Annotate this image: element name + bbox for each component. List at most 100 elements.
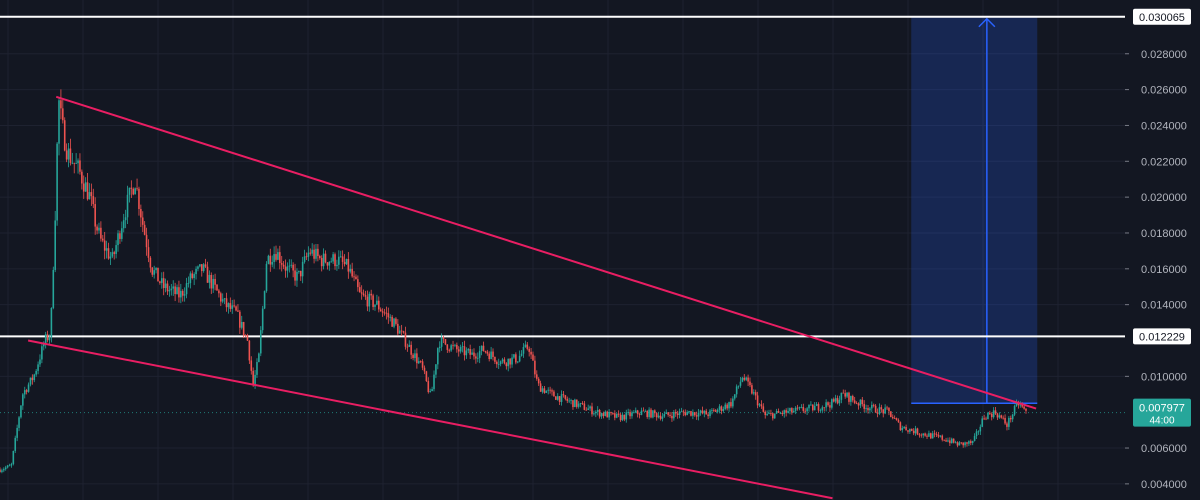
candle-body	[785, 410, 787, 413]
candle-body	[237, 310, 239, 312]
candle-body	[922, 433, 925, 436]
long-position-tool[interactable]	[911, 16, 1038, 404]
candle-body	[298, 270, 300, 272]
candle-body	[678, 411, 681, 415]
horizontal-levels[interactable]	[0, 15, 1125, 414]
candle-body	[132, 188, 135, 195]
candle-body	[265, 263, 268, 292]
candle-body	[200, 264, 203, 272]
candle-body	[94, 204, 96, 227]
candle-body	[136, 188, 138, 190]
candle-body	[250, 360, 253, 371]
candle-body	[619, 414, 622, 421]
candle-body	[311, 249, 313, 254]
candle-body	[505, 363, 508, 367]
candle-body	[379, 309, 382, 312]
candle-body	[105, 248, 108, 251]
candle-body	[602, 413, 605, 416]
candle-body	[817, 404, 820, 411]
candle-body	[221, 299, 224, 302]
candle-body	[126, 194, 129, 218]
candle-body	[6, 465, 9, 468]
candle-body	[555, 396, 557, 400]
level-price-label: 0.030065	[1139, 12, 1185, 24]
candle-body	[220, 293, 222, 302]
candle-body	[42, 344, 45, 347]
candle-body	[22, 394, 24, 406]
candle-body	[166, 283, 169, 292]
candle-body	[770, 413, 772, 414]
candle-body	[111, 252, 114, 257]
candle-body	[792, 410, 795, 413]
long-position-profit-zone[interactable]	[911, 16, 1038, 404]
candle-body	[288, 265, 291, 267]
candle-body	[848, 392, 850, 402]
candle-body	[452, 345, 454, 347]
candle-body	[58, 100, 60, 144]
candle-body	[950, 438, 953, 444]
candle-body	[437, 348, 439, 365]
candle-body	[3, 469, 5, 471]
candle-body	[758, 404, 761, 406]
candle-body	[1021, 404, 1023, 407]
candle-body	[964, 442, 966, 446]
candle-body	[37, 364, 39, 371]
candle-body	[282, 264, 285, 267]
candle-body	[18, 417, 20, 428]
candle-body	[60, 100, 62, 109]
candle-body	[84, 182, 87, 192]
candle-body	[556, 396, 559, 400]
candle-body	[859, 399, 862, 406]
candle-body	[741, 377, 744, 382]
candle-body	[435, 364, 437, 375]
candle-body	[206, 266, 209, 283]
candle-body	[389, 316, 392, 318]
candle-body	[836, 398, 839, 404]
candle-body	[46, 334, 49, 341]
candle-body	[258, 353, 260, 363]
candle-body	[195, 268, 197, 275]
candle-body	[248, 340, 251, 361]
candle-body	[406, 346, 409, 348]
price-axis-tick-label: 0.028000	[1141, 49, 1187, 61]
trendline-lower[interactable]	[27, 339, 833, 500]
candle-body	[585, 409, 588, 411]
candle-body	[800, 407, 803, 408]
candle-body	[756, 395, 759, 406]
candle-body	[279, 252, 281, 264]
candle-body	[903, 426, 905, 429]
candle-body	[23, 390, 26, 395]
candle-body	[69, 148, 72, 163]
candle-body	[522, 347, 525, 354]
candle-body	[539, 383, 542, 392]
candle-body	[825, 402, 827, 408]
candle-body	[752, 392, 755, 394]
candle-body	[1011, 414, 1014, 420]
candle-body	[456, 344, 458, 350]
candle-body	[160, 278, 163, 283]
price-axis-tick-label: 0.020000	[1141, 192, 1187, 204]
candle-body	[511, 357, 513, 365]
candle-body	[1002, 417, 1004, 419]
candle-body	[671, 415, 673, 419]
trendlines[interactable]	[27, 95, 1037, 500]
candle-body	[20, 405, 22, 418]
candle-body	[581, 403, 584, 404]
candle-body	[147, 247, 150, 258]
candle-body	[532, 354, 534, 361]
candle-body	[920, 434, 923, 436]
candle-body	[773, 413, 776, 419]
candle-body	[73, 162, 76, 164]
candle-body	[558, 396, 561, 402]
candle-body	[823, 407, 826, 409]
candle-body	[867, 408, 869, 411]
candle-body	[100, 227, 102, 239]
candle-body	[791, 408, 793, 413]
candle-body	[693, 412, 696, 416]
candle-body	[749, 381, 751, 386]
candle-body	[570, 400, 572, 402]
trendline-upper[interactable]	[55, 95, 1037, 410]
candle-body	[503, 359, 506, 364]
candle-body	[475, 356, 477, 359]
